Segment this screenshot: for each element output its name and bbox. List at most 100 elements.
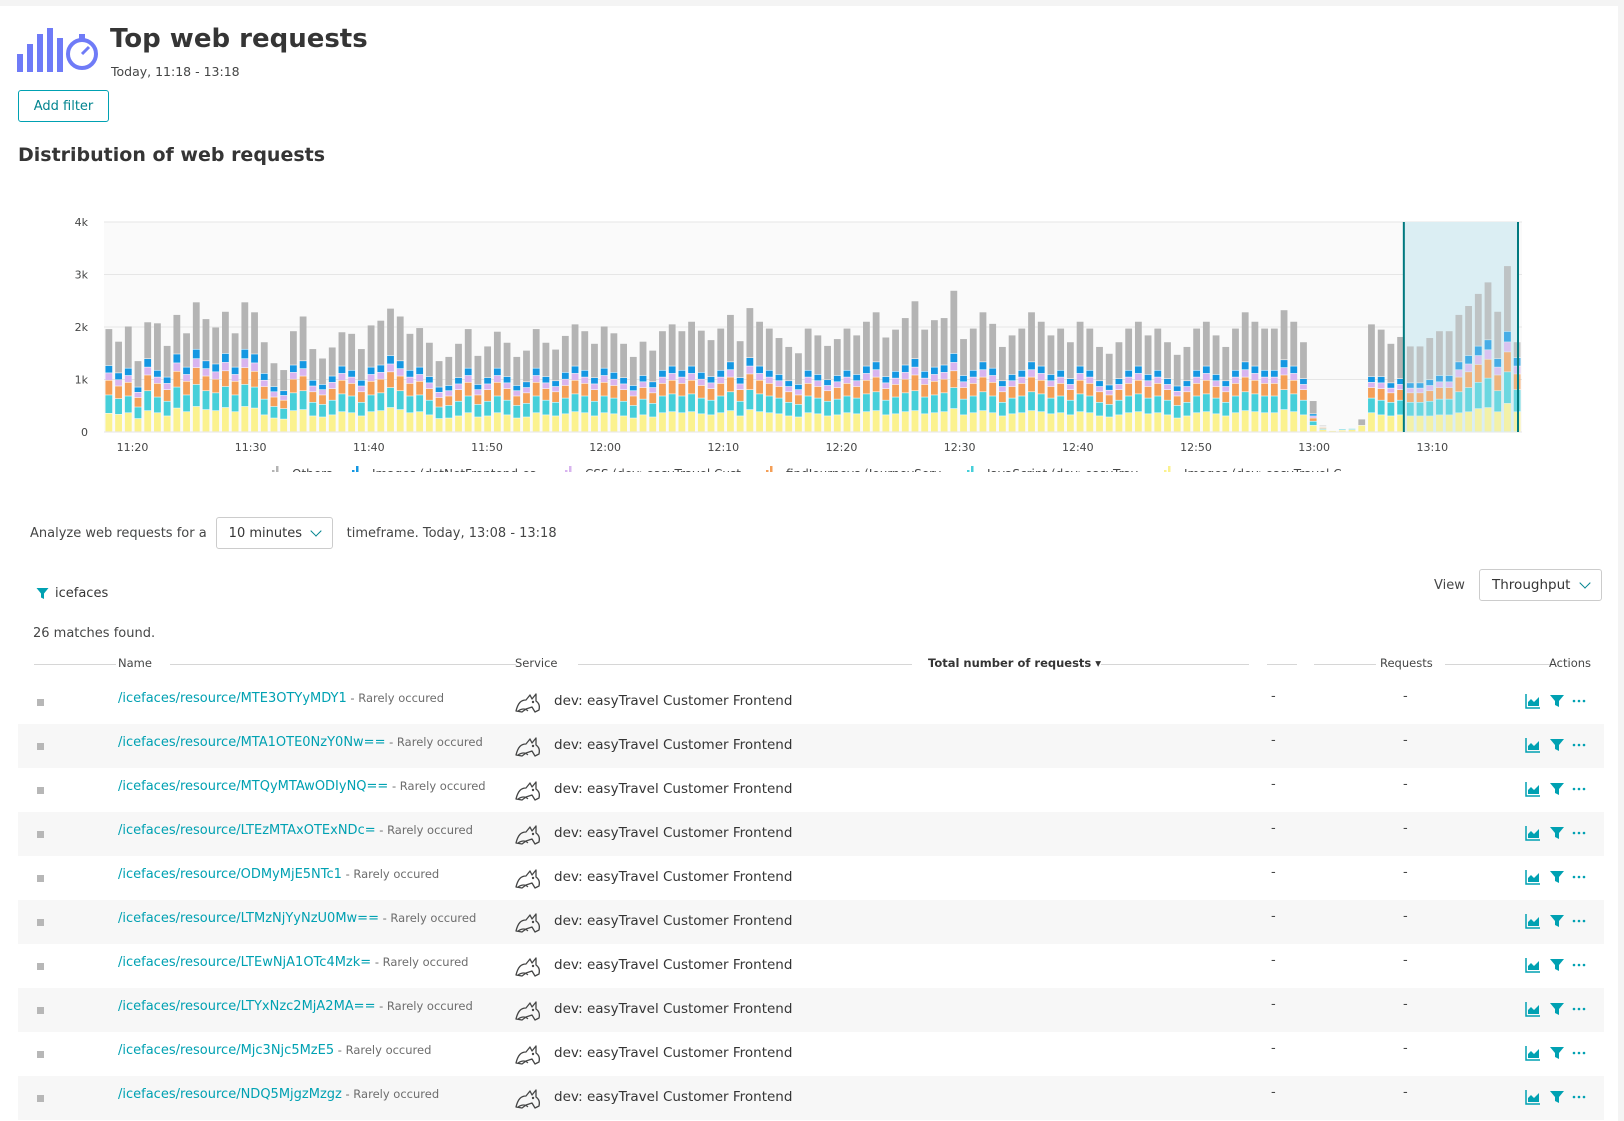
requests-chart[interactable]: 0 1k 2k 3k 4k 11:20 11:30 11:40 11:50 12:00 12:10 1… bbox=[0, 202, 1618, 481]
table-row[interactable]: /icefaces/resource/LTYxNzc2MjA2MA== - Ra… bbox=[18, 988, 1604, 1032]
y-tick-label: 1k bbox=[75, 374, 89, 387]
request-link[interactable]: /icefaces/resource/LTMzNjYyNzU0Mw== bbox=[118, 911, 379, 926]
bar-segment bbox=[1377, 383, 1385, 389]
table-row[interactable]: /icefaces/resource/NDQ5MjgzMzgz - Rarely… bbox=[18, 1076, 1604, 1120]
more-options-icon[interactable] bbox=[1572, 737, 1586, 753]
bar-segment bbox=[1232, 328, 1239, 370]
chart-icon[interactable] bbox=[1525, 957, 1541, 973]
bar-segment bbox=[736, 401, 744, 416]
column-actions: Actions bbox=[1549, 656, 1592, 670]
chart-icon[interactable] bbox=[1525, 825, 1541, 841]
service-name[interactable]: dev: easyTravel Customer Frontend bbox=[554, 1045, 793, 1061]
bar-segment bbox=[396, 391, 404, 410]
table-row[interactable]: /icefaces/resource/MTE3OTYyMDY1 - Rarely… bbox=[18, 680, 1604, 724]
service-name[interactable]: dev: easyTravel Customer Frontend bbox=[554, 1089, 793, 1105]
filter-icon[interactable] bbox=[1549, 825, 1565, 841]
service-name[interactable]: dev: easyTravel Customer Frontend bbox=[554, 957, 793, 973]
filter-icon[interactable] bbox=[1549, 737, 1565, 753]
bar-segment bbox=[756, 373, 763, 380]
more-options-icon[interactable] bbox=[1572, 957, 1586, 973]
bar-segment bbox=[552, 381, 560, 387]
bar-segment bbox=[1484, 282, 1492, 340]
request-link[interactable]: /icefaces/resource/MTA1OTE0NzY0Nw== bbox=[118, 735, 386, 750]
filter-icon[interactable] bbox=[1549, 1045, 1565, 1061]
add-filter-button[interactable]: Add filter bbox=[18, 90, 109, 122]
chart-icon[interactable] bbox=[1525, 1045, 1541, 1061]
table-row[interactable]: /icefaces/resource/Mjc3Njc5MzE5 - Rarely… bbox=[18, 1032, 1604, 1076]
bar-segment bbox=[1309, 414, 1317, 416]
legend-entry[interactable]: Others bbox=[292, 467, 332, 481]
table-row[interactable]: /icefaces/resource/LTEwNjA1OTc4Mzk= - Ra… bbox=[18, 944, 1604, 988]
table-row[interactable]: /icefaces/resource/LTEzMTAxOTExNDc= - Ra… bbox=[18, 812, 1604, 856]
filter-icon[interactable] bbox=[1549, 1001, 1565, 1017]
bar-segment bbox=[1309, 418, 1317, 421]
bar-segment bbox=[940, 379, 948, 393]
request-link[interactable]: /icefaces/resource/NDQ5MjgzMzgz bbox=[118, 1087, 342, 1102]
more-options-icon[interactable] bbox=[1572, 1045, 1586, 1061]
service-name[interactable]: dev: easyTravel Customer Frontend bbox=[554, 869, 793, 885]
request-link[interactable]: /icefaces/resource/LTEzMTAxOTExNDc= bbox=[118, 823, 376, 838]
requests-value: - bbox=[1403, 689, 1408, 704]
bar-segment bbox=[377, 320, 385, 365]
service-name[interactable]: dev: easyTravel Customer Frontend bbox=[554, 781, 793, 797]
request-link[interactable]: /icefaces/resource/ODMyMjE5NTc1 bbox=[118, 867, 342, 882]
tomcat-service-icon bbox=[515, 737, 541, 757]
more-options-icon[interactable] bbox=[1572, 825, 1586, 841]
filter-icon[interactable] bbox=[1549, 957, 1565, 973]
filter-icon[interactable] bbox=[1549, 693, 1565, 709]
view-select[interactable]: Throughput bbox=[1479, 569, 1602, 601]
column-requests[interactable]: Requests bbox=[1380, 656, 1433, 670]
column-total-requests[interactable]: Total number of requests ▾ bbox=[928, 656, 1102, 670]
chart-icon[interactable] bbox=[1525, 737, 1541, 753]
chart-icon[interactable] bbox=[1525, 1001, 1541, 1017]
filter-icon[interactable] bbox=[1549, 1089, 1565, 1105]
chart-icon[interactable] bbox=[1525, 781, 1541, 797]
bar-segment bbox=[115, 380, 122, 386]
legend-entry[interactable]: Images (dotNetFrontend-ea... bbox=[372, 467, 549, 481]
more-options-icon[interactable] bbox=[1572, 869, 1586, 885]
service-name[interactable]: dev: easyTravel Customer Frontend bbox=[554, 825, 793, 841]
service-name[interactable]: dev: easyTravel Customer Frontend bbox=[554, 1001, 793, 1017]
service-name[interactable]: dev: easyTravel Customer Frontend bbox=[554, 737, 793, 753]
bar-segment bbox=[425, 342, 433, 377]
table-row[interactable]: /icefaces/resource/LTMzNjYyNzU0Mw== - Ra… bbox=[18, 900, 1604, 944]
filter-icon[interactable] bbox=[1549, 869, 1565, 885]
bar-segment bbox=[610, 385, 618, 398]
service-name[interactable]: dev: easyTravel Customer Frontend bbox=[554, 693, 793, 709]
table-row[interactable]: /icefaces/resource/ODMyMjE5NTc1 - Rarely… bbox=[18, 856, 1604, 900]
legend-entry[interactable]: CSS (dev: easyTravel Cust... bbox=[585, 467, 752, 481]
bar-segment bbox=[1232, 370, 1239, 377]
chart-icon[interactable] bbox=[1525, 693, 1541, 709]
legend-entry[interactable]: Images (dev: easyTravel C... bbox=[1184, 467, 1353, 481]
bar-segment bbox=[299, 361, 307, 369]
filter-icon[interactable] bbox=[1549, 781, 1565, 797]
more-options-icon[interactable] bbox=[1572, 913, 1586, 929]
table-row[interactable]: /icefaces/resource/MTA1OTE0NzY0Nw== - Ra… bbox=[18, 724, 1604, 768]
chart-icon[interactable] bbox=[1525, 913, 1541, 929]
active-filter[interactable]: icefaces bbox=[36, 586, 108, 601]
chart-icon[interactable] bbox=[1525, 1089, 1541, 1105]
chart-icon[interactable] bbox=[1525, 869, 1541, 885]
bar-segment bbox=[406, 377, 414, 384]
service-name[interactable]: dev: easyTravel Customer Frontend bbox=[554, 913, 793, 929]
request-link[interactable]: /icefaces/resource/MTQyMTAwODIyNQ== bbox=[118, 779, 389, 794]
more-options-icon[interactable] bbox=[1572, 693, 1586, 709]
column-service[interactable]: Service bbox=[515, 656, 558, 670]
more-options-icon[interactable] bbox=[1572, 1001, 1586, 1017]
more-options-icon[interactable] bbox=[1572, 781, 1586, 797]
request-link[interactable]: /icefaces/resource/MTE3OTYyMDY1 bbox=[118, 691, 347, 706]
bar-segment bbox=[309, 402, 317, 416]
table-row[interactable]: /icefaces/resource/MTQyMTAwODIyNQ== - Ra… bbox=[18, 768, 1604, 812]
request-link[interactable]: /icefaces/resource/LTYxNzc2MjA2MA== bbox=[118, 999, 376, 1014]
bar-segment bbox=[668, 373, 676, 380]
request-link[interactable]: /icefaces/resource/LTEwNjA1OTc4Mzk= bbox=[118, 955, 372, 970]
column-name[interactable]: Name bbox=[118, 656, 152, 670]
legend-entry[interactable]: JavaScript (dev: easyTrav... bbox=[986, 467, 1149, 481]
legend-entry[interactable]: findJourneys (JourneyServ... bbox=[786, 467, 952, 481]
bar-segment bbox=[872, 411, 880, 432]
more-options-icon[interactable] bbox=[1572, 1089, 1586, 1105]
request-link[interactable]: /icefaces/resource/Mjc3Njc5MzE5 bbox=[118, 1043, 335, 1058]
filter-icon[interactable] bbox=[1549, 913, 1565, 929]
requests-chart-svg[interactable]: 0 1k 2k 3k 4k 11:20 11:30 11:40 11:50 12:00 12:10 1… bbox=[0, 202, 1618, 481]
timeframe-select[interactable]: 10 minutes bbox=[215, 517, 333, 549]
